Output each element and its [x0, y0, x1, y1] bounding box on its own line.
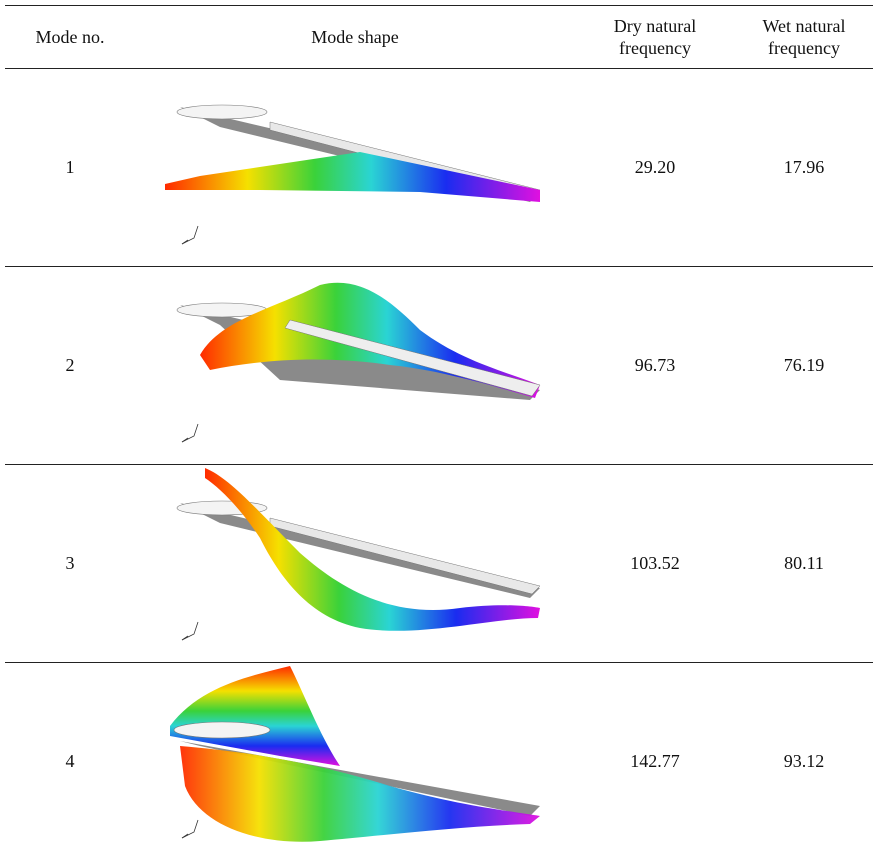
table-cell: 17.96 [735, 68, 873, 266]
table-cell: 142.77 [575, 662, 735, 860]
cell-text: 80.11 [784, 553, 824, 573]
cell-text: 96.73 [634, 355, 676, 375]
mode-shape [176, 282, 541, 443]
header-cell: Mode shape [135, 6, 575, 68]
cell-text: 1 [65, 157, 75, 177]
top-rule [5, 5, 873, 6]
table-cell: 76.19 [735, 266, 873, 464]
header-cell: Wet natural frequency [735, 6, 873, 68]
cell-text: 93.12 [783, 751, 825, 771]
header-text: Mode no. [35, 27, 105, 47]
table-cell: 103.52 [575, 464, 735, 662]
table-cell: 96.73 [575, 266, 735, 464]
table-cell: 1 [5, 68, 135, 266]
table-cell: 2 [5, 266, 135, 464]
table-cell: 80.11 [735, 464, 873, 662]
table-cell: 29.20 [575, 68, 735, 266]
header-text: Wet natural frequency [762, 16, 846, 58]
cell-text: 4 [65, 751, 75, 771]
row-rule [5, 662, 873, 663]
header-rule [5, 68, 873, 69]
mode-shape [176, 468, 541, 641]
cell-text: 3 [65, 553, 75, 573]
cell-text: 142.77 [630, 751, 680, 771]
table-cell: 93.12 [735, 662, 873, 860]
row-rule [5, 464, 873, 465]
header-cell: Dry natural frequency [575, 6, 735, 68]
cell-text: 2 [65, 355, 75, 375]
cell-text: 29.20 [634, 157, 676, 177]
row-rule [5, 266, 873, 267]
header-text: Mode shape [311, 27, 399, 47]
cell-text: 103.52 [630, 553, 680, 573]
table-cell: 4 [5, 662, 135, 860]
header-cell: Mode no. [5, 6, 135, 68]
cell-text: 17.96 [783, 157, 825, 177]
mode-shape [170, 666, 540, 842]
mode-shape [165, 104, 541, 245]
cell-text: 76.19 [783, 355, 825, 375]
table-cell: 3 [5, 464, 135, 662]
header-text: Dry natural frequency [613, 16, 697, 58]
